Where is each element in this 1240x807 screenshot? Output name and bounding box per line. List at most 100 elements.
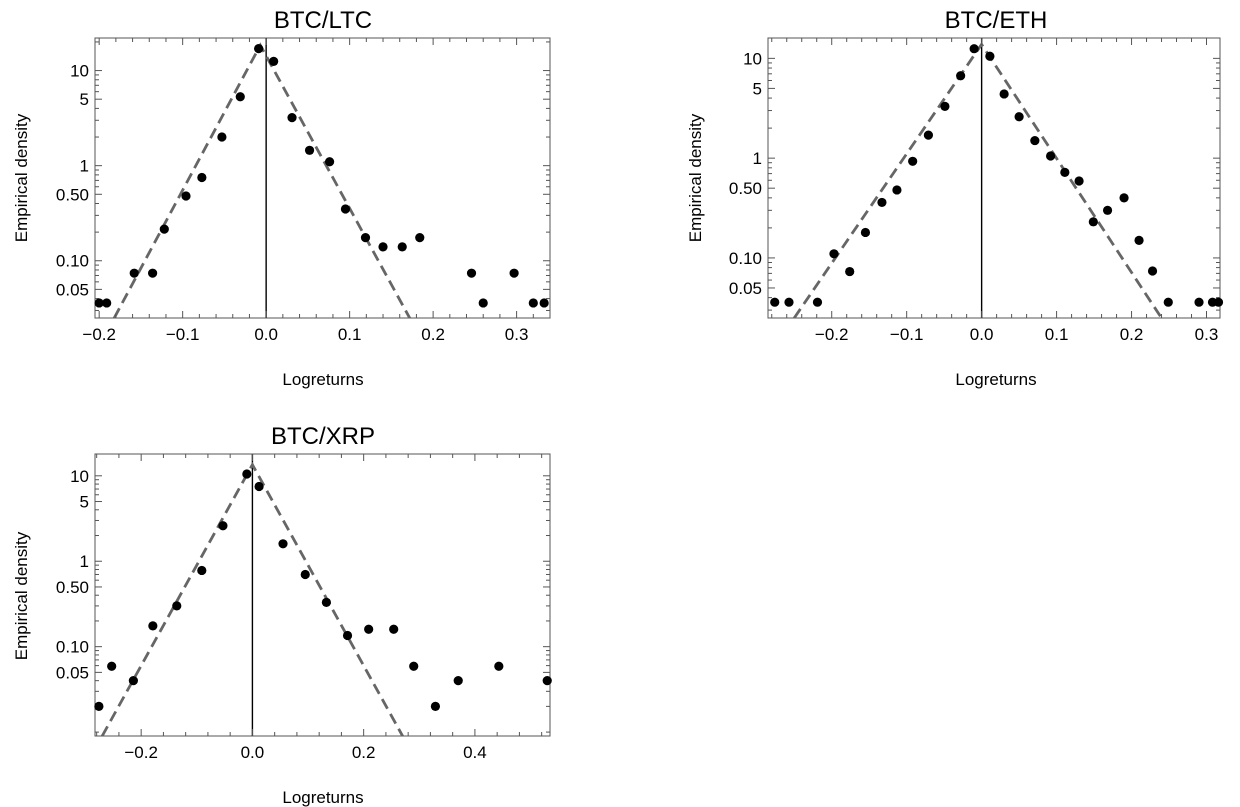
x-tick-label: 0.1: [1045, 325, 1069, 344]
x-tick-label: 0.2: [1120, 325, 1144, 344]
data-point: [278, 539, 288, 549]
y-tick-label: 1: [753, 149, 762, 168]
y-tick-label: 10: [743, 49, 762, 68]
y-tick-label: 5: [753, 79, 762, 98]
plot-frame: [94, 37, 551, 319]
data-point: [218, 521, 228, 531]
data-point: [1088, 217, 1098, 227]
data-point: [254, 44, 264, 54]
data-point: [539, 298, 549, 308]
data-point: [1030, 135, 1040, 146]
data-point: [217, 132, 227, 142]
y-tick-label: 10: [70, 467, 89, 486]
data-point: [1060, 167, 1070, 177]
data-point: [360, 233, 371, 243]
data-point: [812, 297, 823, 307]
x-tick-label: −0.2: [82, 325, 116, 344]
data-point: [324, 157, 335, 167]
y-tick-label: 5: [80, 90, 89, 109]
data-point: [1213, 297, 1224, 307]
y-tick-label: 0.50: [56, 185, 89, 204]
data-point: [102, 298, 112, 308]
data-point: [478, 298, 488, 308]
x-tick-label: 0.3: [1195, 325, 1219, 344]
data-point: [397, 242, 407, 252]
y-tick-label: 5: [80, 493, 89, 512]
data-point: [409, 661, 419, 671]
data-point: [242, 469, 252, 479]
data-point: [269, 56, 279, 66]
fit-line: [112, 42, 411, 318]
data-point: [235, 92, 245, 102]
data-point: [172, 601, 182, 611]
data-point: [1163, 297, 1173, 307]
y-tick-label: 0.50: [729, 179, 762, 198]
x-tick-label: 0.0: [241, 743, 265, 762]
x-tick-label: 0.0: [254, 325, 278, 344]
data-point: [494, 661, 504, 671]
y-tick-label: 0.50: [56, 578, 89, 597]
chart-panel-btc-eth: −0.2 −0.1 0.0 0.1 0.2 0.3 0.05 0.10 0.50 1 5 10 BTC/…: [680, 0, 1240, 400]
data-point: [860, 227, 871, 238]
chart-title: BTC/XRP: [271, 423, 375, 450]
y-tick-label: 0.10: [56, 638, 89, 657]
plot-area: [112, 38, 411, 318]
chart-title: BTC/ETH: [945, 7, 1048, 34]
y-tick-label: 0.10: [729, 249, 762, 268]
data-point: [128, 676, 138, 686]
x-tick-label: 0.2: [421, 325, 445, 344]
data-point: [148, 268, 158, 278]
data-point: [94, 298, 104, 308]
data-point: [1147, 266, 1158, 276]
data-point: [1102, 205, 1113, 215]
chart-panel-btc-ltc: −0.2 −0.1 0.0 0.1 0.2 0.3 0.05 0.10 0.50 1 5 10 BTC/…: [0, 0, 560, 400]
x-axis-label: Logreturns: [282, 788, 363, 807]
data-point: [969, 44, 979, 54]
fit-line: [100, 461, 404, 736]
data-point: [321, 597, 331, 607]
data-point: [342, 630, 353, 641]
data-point: [389, 624, 399, 634]
y-tick-label: 0.10: [56, 252, 89, 271]
x-tick-label: 0.4: [463, 743, 487, 762]
y-axis-label: Empirical density: [686, 113, 705, 242]
plot-area: [100, 454, 404, 736]
y-tick-label: 0.05: [56, 663, 89, 682]
chart-title: BTC/LTC: [274, 7, 372, 34]
data-point: [181, 191, 191, 201]
chart-panel-btc-xrp: −0.2 0.0 0.2 0.4 0.05 0.10 0.50 1 5 10 BTC/XRP Logr…: [0, 416, 560, 807]
data-point: [378, 242, 388, 252]
chart-btc-xrp: −0.2 0.0 0.2 0.4 0.05 0.10 0.50 1 5 10 BTC/XRP Logr…: [12, 423, 552, 807]
data-point: [129, 268, 139, 278]
x-tick-label: 0.2: [352, 743, 376, 762]
y-axis-label: Empirical density: [12, 531, 31, 660]
y-tick-label: 10: [70, 62, 89, 81]
data-point: [542, 676, 552, 686]
y-tick-label: 0.05: [729, 279, 762, 298]
x-tick-label: 0.0: [970, 325, 994, 344]
data-point: [1014, 112, 1024, 122]
data-point: [1119, 193, 1129, 203]
x-tick-label: −0.2: [124, 743, 158, 762]
plot-frame: [767, 37, 1221, 319]
data-point: [466, 268, 477, 278]
data-point: [999, 89, 1009, 99]
data-point: [254, 481, 264, 492]
chart-btc-ltc: −0.2 −0.1 0.0 0.1 0.2 0.3 0.05 0.10 0.50 1 5 10 BTC/…: [12, 7, 551, 389]
data-point: [1134, 235, 1144, 245]
data-point: [430, 701, 441, 711]
x-tick-label: −0.2: [815, 325, 849, 344]
data-point: [770, 297, 780, 307]
data-point: [300, 569, 310, 580]
data-point: [940, 101, 950, 112]
data-point: [159, 224, 169, 234]
data-point: [197, 172, 207, 183]
x-tick-label: 0.3: [505, 325, 529, 344]
data-point: [1194, 297, 1204, 307]
data-point: [1074, 176, 1084, 186]
y-tick-label: 1: [80, 157, 89, 176]
x-tick-label: −0.1: [166, 325, 200, 344]
data-point: [364, 624, 374, 634]
y-axis-label: Empirical density: [12, 113, 31, 242]
data-point: [197, 565, 207, 576]
